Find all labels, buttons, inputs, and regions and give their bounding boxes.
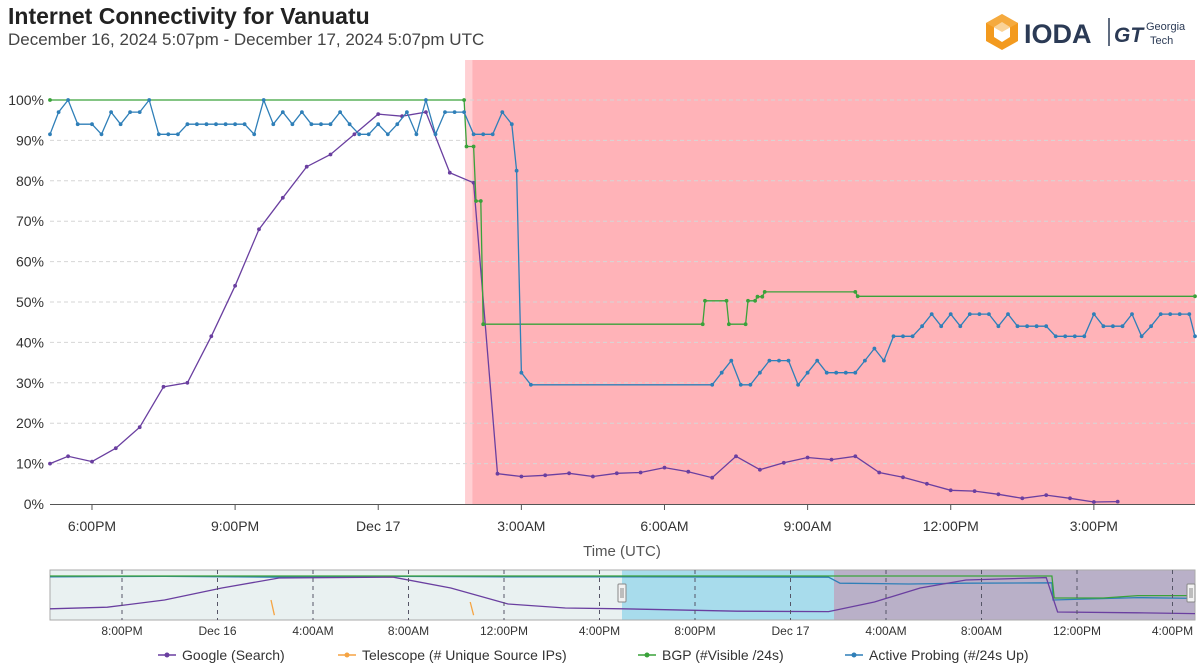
navigator-handle-right[interactable] — [1186, 583, 1196, 603]
navigator-lines — [49, 575, 1196, 616]
navigator-tick-label: 4:00AM — [292, 624, 333, 638]
ioda-cube-icon — [986, 14, 1018, 50]
ioda-wordmark: IODA — [1024, 19, 1092, 49]
navigator-line-bgp — [50, 575, 1195, 599]
georgia-tech-icon: GT Georgia Tech — [1114, 21, 1186, 47]
navigator-tick-label: 12:00PM — [480, 624, 528, 638]
navigator-tick-label: 8:00AM — [388, 624, 429, 638]
gt-line2: Tech — [1150, 35, 1173, 47]
navigator-ticks: 8:00PM Dec 16 4:00AM 8:00AM 12:00PM 4:00PM 8:0… — [101, 570, 1193, 638]
navigator-tick-label: 8:00PM — [674, 624, 715, 638]
navigator-tick-label: 12:00PM — [1053, 624, 1101, 638]
page-subtitle: December 16, 2024 5:07pm - December 17, … — [8, 30, 485, 49]
navigator-tick-label: 4:00PM — [1152, 624, 1193, 638]
legend-item-telescope[interactable]: Telescope (# Unique Source IPs) — [338, 647, 567, 663]
navigator-tick-label: 8:00AM — [961, 624, 1002, 638]
range-handle-icon — [1186, 583, 1196, 603]
legend-label-telescope: Telescope (# Unique Source IPs) — [362, 647, 567, 663]
navigator-background — [49, 569, 1196, 621]
gt-mark: GT — [1114, 24, 1145, 47]
legend-label-bgp: BGP (#Visible /24s) — [662, 647, 784, 663]
logo: IODA GT Georgia Tech — [986, 14, 1186, 50]
navigator-tick-label: 4:00PM — [579, 624, 620, 638]
legend-item-google[interactable]: Google (Search) — [158, 647, 285, 663]
navigator-line-telescope-2 — [469, 601, 475, 616]
legend-label-google: Google (Search) — [182, 647, 285, 663]
navigator-tick-label: 8:00PM — [101, 624, 142, 638]
navigator-tick-label: Dec 16 — [198, 624, 236, 638]
legend-item-active-probing[interactable]: Active Probing (#/24s Up) — [845, 647, 1029, 663]
navigator-handle-left[interactable] — [617, 583, 627, 603]
range-handle-icon — [617, 583, 627, 603]
navigator-tick-label: 4:00AM — [865, 624, 906, 638]
navigator-line-google — [49, 576, 1196, 615]
legend-label-active-probing: Active Probing (#/24s Up) — [869, 647, 1029, 663]
gt-line1: Georgia — [1146, 21, 1186, 33]
page-title: Internet Connectivity for Vanuatu — [8, 3, 370, 29]
navigator-tick-label: Dec 17 — [771, 624, 809, 638]
navigator-handles[interactable] — [617, 583, 1196, 603]
navigator-region-before — [50, 570, 622, 620]
navigator-line-telescope-1 — [270, 599, 276, 616]
legend-item-bgp[interactable]: BGP (#Visible /24s) — [638, 647, 784, 663]
